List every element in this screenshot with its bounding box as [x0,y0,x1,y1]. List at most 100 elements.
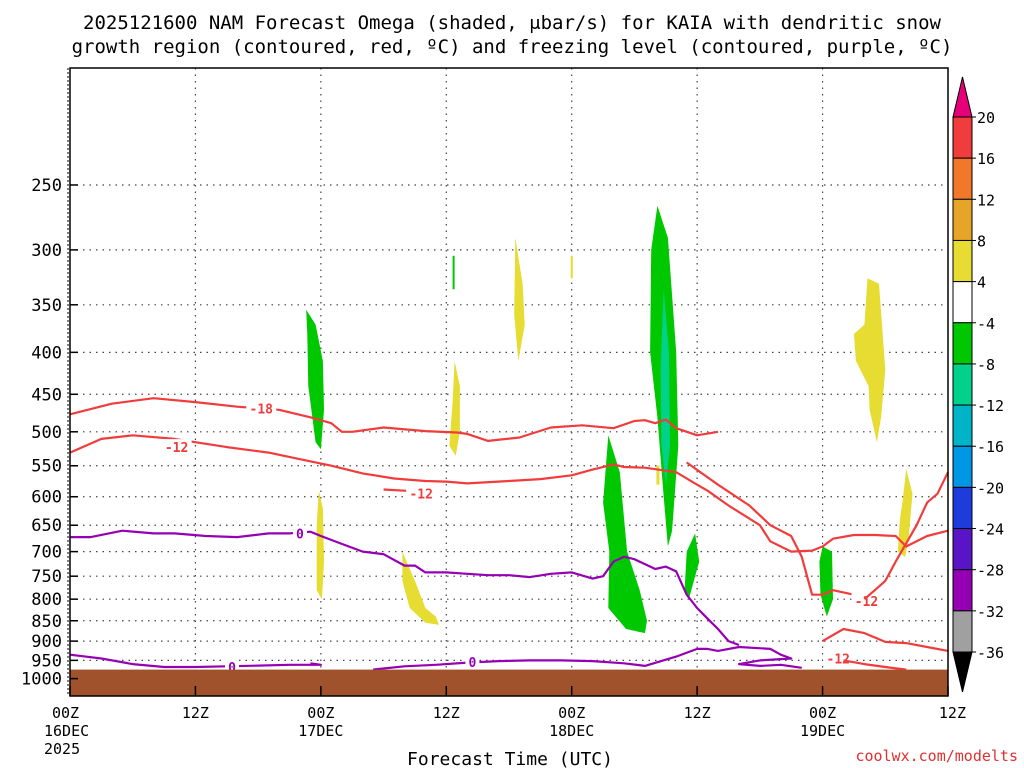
colorbar-label-11: -28 [977,562,1004,580]
colorbar-swatch-9 [952,486,973,530]
x-axis-label: Forecast Time (UTC) [407,749,613,768]
y-tick-label-350: 350 [31,296,62,316]
x-tick-label-2: 00Z [307,704,334,722]
omega-region-13 [570,255,573,279]
contour-label-bg-0 [246,400,277,416]
axes: 2503003504004505005506006507007508008509… [21,67,966,758]
x-tick-label-0: 00Z [52,704,79,722]
contour-label-red-minus-12-bottom: -12 [827,652,850,667]
contour-label-purple-zero-bottom: 0 [469,656,477,671]
colorbar-label-4: 4 [977,274,986,292]
contour-label-bg-7 [292,525,307,541]
colorbar-label-9: -20 [977,479,1004,497]
y-tick-label-750: 750 [31,567,62,587]
contour-label-bg-9 [465,654,480,670]
colorbar-label-1: 16 [977,150,995,168]
y-tick-label-800: 800 [31,590,62,610]
chart-title-line1: 2025121600 NAM Forecast Omega (shaded, μ… [83,12,941,34]
y-tick-label-900: 900 [31,632,62,652]
y-tick-label-450: 450 [31,385,62,405]
x-tick-label-1: 12Z [182,704,209,722]
contour-label-bg-2 [851,592,882,608]
colorbar-swatch-7 [952,404,973,447]
colorbar-swatch-4 [952,281,973,324]
omega-region-12 [897,469,913,557]
colorbar-label-7: -12 [977,397,1004,415]
y-tick-label-500: 500 [31,423,62,443]
contour-label-bg-4 [406,485,437,501]
watermark: coolwx.com/modelts [855,747,1018,765]
y-tick-label-1000: 1000 [21,670,62,690]
colorbar-label-12: -32 [977,603,1004,621]
contour-purple-zero-lower [69,653,322,669]
colorbar-label-13: -36 [977,644,1004,662]
contour-label-bg-1 [161,439,192,455]
y-tick-label-600: 600 [31,488,62,508]
x-tick-label-6: 00Z [809,704,836,722]
contour-red-minus-12-lower [686,461,866,605]
y-tick-label-700: 700 [31,543,62,563]
colorbar-bottom-arrow [952,651,973,693]
x-tick-label-3: 12Z [433,704,460,722]
colorbar-swatch-11 [952,569,973,612]
y-tick-label-400: 400 [31,343,62,363]
colorbar-swatch-3 [952,239,973,283]
colorbar-label-10: -24 [977,521,1004,539]
colorbar-label-0: 20 [977,109,995,127]
colorbar-swatch-12 [952,610,973,653]
colorbar-label-6: -8 [977,356,995,374]
contour-purple-zero-bottom [372,645,802,671]
colorbar-label-5: -4 [977,315,995,333]
y-tick-label-550: 550 [31,457,62,477]
contour-label-red-minus-12-mid: -12 [409,488,432,503]
colorbar-swatch-5 [952,322,973,365]
plot-frame [69,67,949,697]
colorbar-swatch-2 [952,198,973,241]
omega-region-3 [603,435,647,634]
omega-region-0 [306,309,324,450]
colorbar-top-arrow [952,76,973,118]
colorbar-label-3: 8 [977,232,986,250]
plot-area: -18 -12 -12 -12 -12 0 0 0 [69,68,949,696]
contour-purple-zero-upper [70,529,740,647]
omega-region-4 [684,533,700,600]
colorbar-swatch-1 [952,157,973,200]
x-date-label-4: 18DEC [549,722,594,740]
x-tick-label-4: 00Z [558,704,585,722]
x-year-label-0: 2025 [44,740,80,758]
x-date-label-2: 17DEC [298,722,343,740]
omega-region-6 [819,546,833,617]
contour-red-minus-18 [69,397,719,442]
y-tick-label-850: 850 [31,612,62,632]
omega-region-10 [402,551,439,625]
ground-surface [70,669,948,696]
contour-red-minus-12-upper [69,434,949,553]
y-tick-label-300: 300 [31,241,62,261]
x-tick-label-7: 12Z [939,704,966,722]
colorbar-swatch-0 [952,116,973,159]
omega-region-5 [452,255,455,290]
colorbar: 20 16 12 8 4 -4 -8 -12 -16 -20 -24 -28 -32 -36 [952,76,1004,693]
contour-red-minus-12-bottom [822,627,949,652]
omega-region-9 [316,490,324,600]
colorbar-swatch-10 [952,528,973,571]
x-tick-label-5: 12Z [684,704,711,722]
contour-label-purple-zero-lower: 0 [228,661,236,676]
contour-label-purple-zero-upper: 0 [296,527,304,542]
contour-label-red-minus-12-upper: -12 [165,441,188,456]
colorbar-swatch-8 [952,445,973,488]
x-date-label-0: 16DEC [44,722,89,740]
omega-region-2 [660,289,670,485]
contour-label-red-minus-12-lower: -12 [855,595,878,610]
contour-label-red-minus-18: -18 [250,402,274,417]
colorbar-swatch-6 [952,363,973,406]
colorbar-label-8: -16 [977,438,1004,456]
colorbar-label-2: 12 [977,191,995,209]
x-date-label-6: 19DEC [800,722,845,740]
omega-region-8 [449,361,460,456]
contour-red-minus-12-right [863,471,949,601]
contour-red-minus-12-base [843,659,907,671]
omega-region-11 [853,278,886,443]
y-tick-label-250: 250 [31,176,62,196]
